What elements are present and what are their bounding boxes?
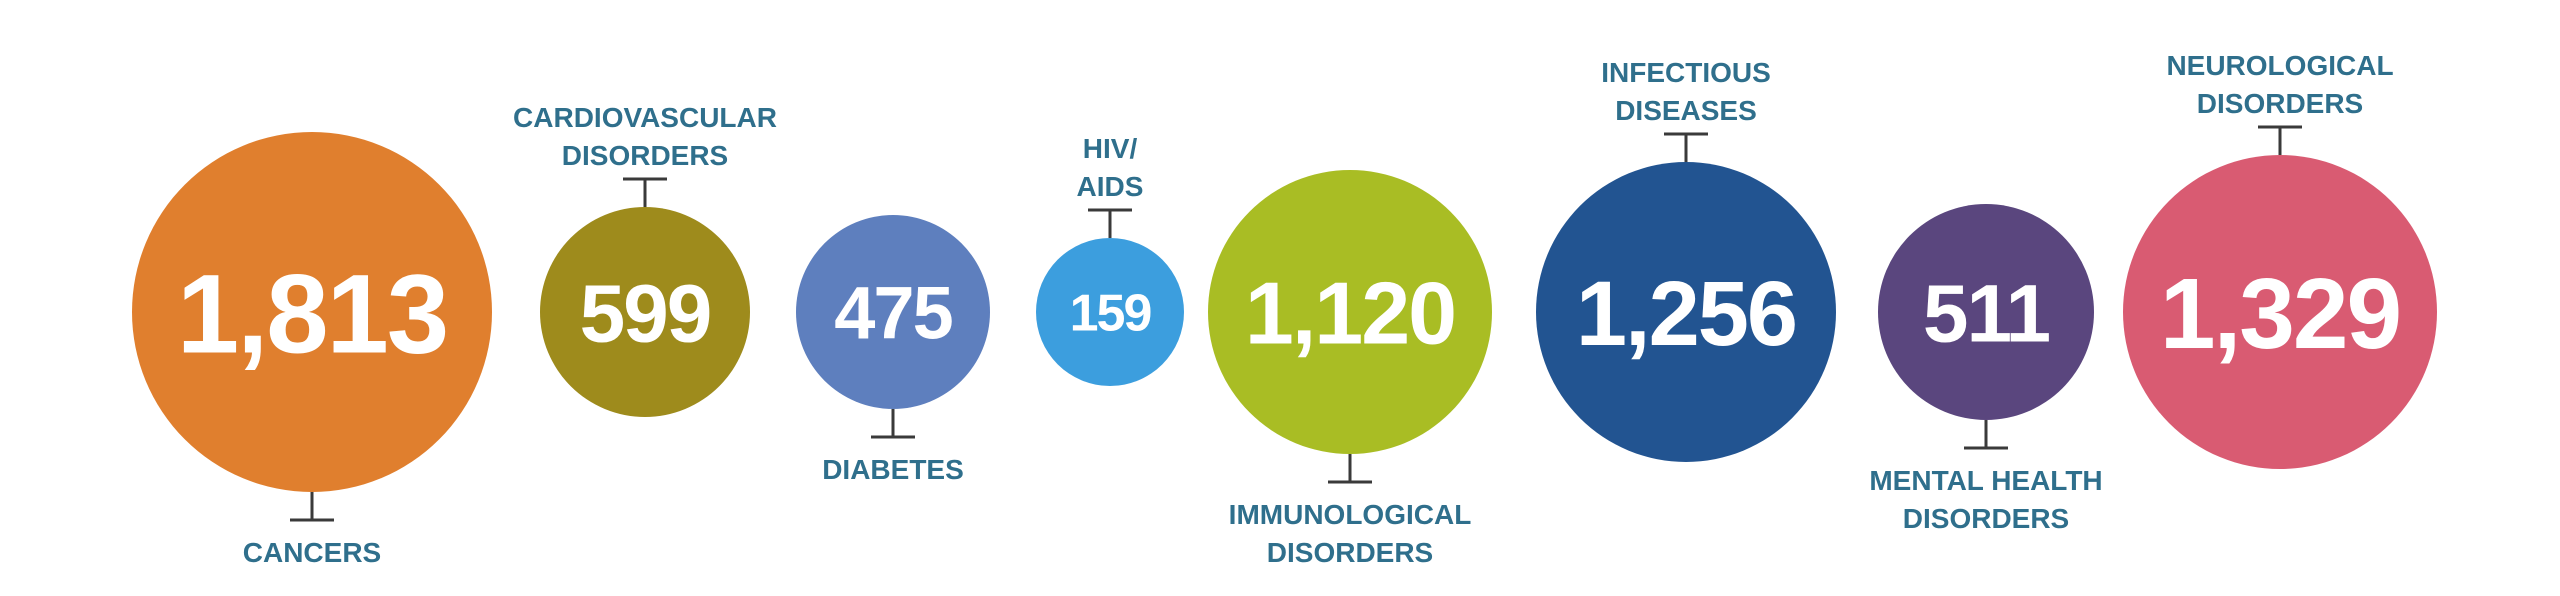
bubble — [1036, 238, 1184, 386]
data-label: 511 — [1923, 269, 2050, 360]
category-label: DISORDERS — [2197, 88, 2363, 119]
bubble — [1536, 162, 1836, 462]
data-label: 1,256 — [1576, 263, 1796, 365]
category-label: MENTAL HEALTH — [1869, 465, 2102, 496]
category-label: IMMUNOLOGICAL — [1229, 499, 1472, 530]
bubble-group-hiv-aids: 159 HIV/AIDS — [1036, 133, 1184, 386]
category-label: DISORDERS — [562, 140, 728, 171]
bubble-group-infectious-diseases: 1,256 INFECTIOUS DISEASES — [1536, 57, 1836, 462]
data-label: 475 — [834, 272, 952, 355]
bubble-group-mental-health-disorders: 511 MENTAL HEALTH DISORDERS — [1869, 204, 2103, 534]
category-label: INFECTIOUS — [1601, 57, 1771, 88]
category-label: CARDIOVASCULAR — [513, 102, 777, 133]
bubble-group-cancers: 1,813 CANCERS — [132, 132, 492, 568]
category-label: DISORDERS — [1903, 503, 2069, 534]
bubble — [796, 215, 990, 409]
data-label: 1,120 — [1245, 264, 1455, 363]
data-label: 159 — [1070, 285, 1151, 343]
bubble — [1208, 170, 1492, 454]
bubble-group-immunological-disorders: 1,120 IMMUNOLOGICAL DISORDERS — [1208, 170, 1492, 568]
category-label: CANCERS — [243, 537, 381, 568]
bubble — [540, 207, 750, 417]
category-label: HIV/ — [1083, 133, 1138, 164]
category-label: DISEASES — [1615, 95, 1757, 126]
bubble-group-diabetes: 475 DIABETES — [796, 215, 990, 485]
bubble-group-cardiovascular-disorders: 599 CARDIOVASCULAR DISORDERS — [513, 102, 777, 417]
bubble — [1878, 204, 2094, 420]
category-label: NEUROLOGICAL — [2166, 50, 2393, 81]
category-label: DIABETES — [822, 454, 964, 485]
category-label: AIDS — [1077, 171, 1144, 202]
bubble — [132, 132, 492, 492]
bubble-group-neurological-disorders: 1,329 NEUROLOGICAL DISORDERS — [2123, 50, 2437, 469]
data-label: 1,813 — [177, 251, 447, 376]
data-label: 1,329 — [2160, 258, 2400, 370]
category-label: DISORDERS — [1267, 537, 1433, 568]
bubble — [2123, 155, 2437, 469]
data-label: 599 — [580, 269, 711, 360]
